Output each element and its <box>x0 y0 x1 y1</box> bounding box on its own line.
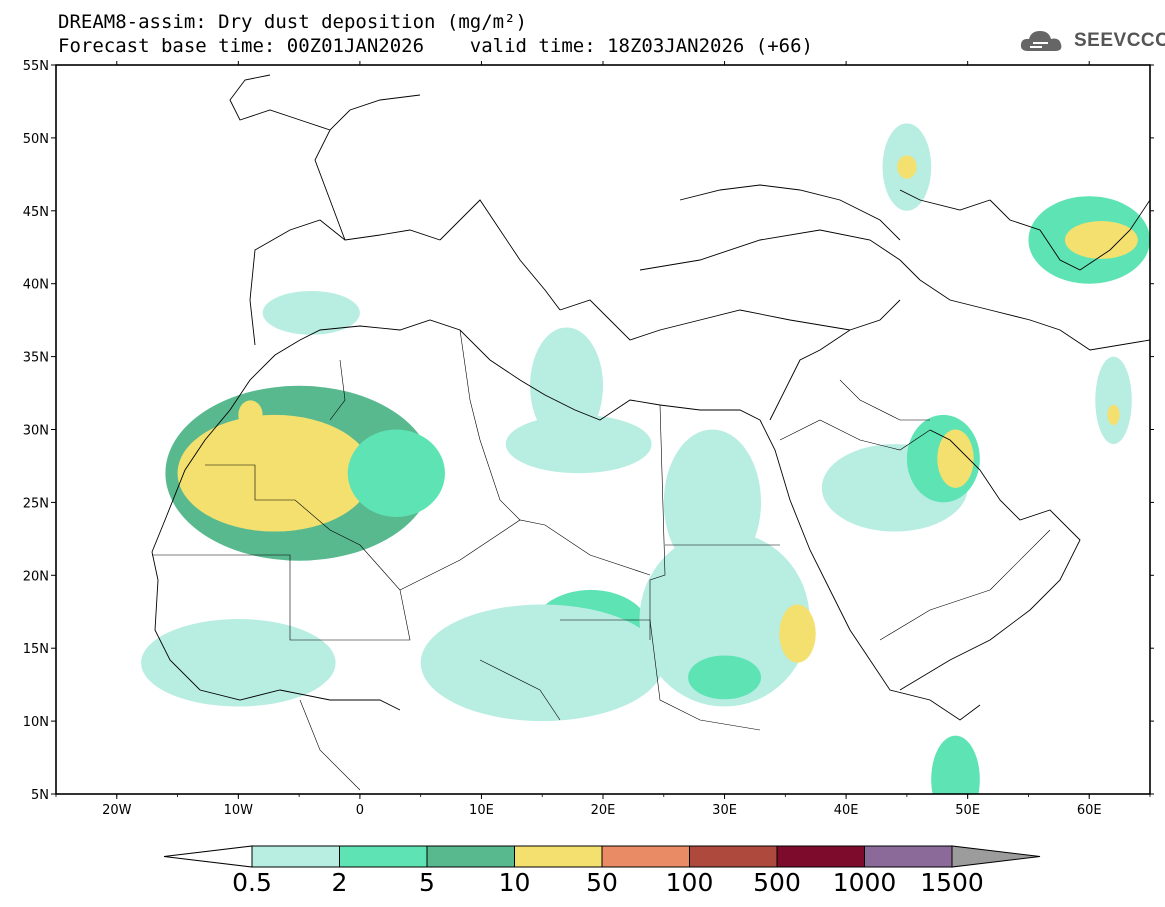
dust-region-mediterranean <box>530 327 603 445</box>
lat-tick-label: 55N <box>23 59 49 74</box>
colorbar-level-label: 50 <box>586 868 618 897</box>
seevccc-logo: SEEVCCC <box>1018 26 1165 56</box>
colorbar-segment <box>514 845 603 868</box>
lon-tick-label: 30E <box>712 803 737 818</box>
political-borders <box>152 329 1051 791</box>
logo-text: SEEVCCC <box>1074 30 1165 51</box>
dust-region-sudan-core <box>688 655 762 700</box>
chart-subtitle: Forecast base time: 00Z01JAN2026 valid t… <box>58 35 813 57</box>
dust-region-sahel-central <box>420 604 664 722</box>
lon-tick-label: 20E <box>591 803 616 818</box>
dust-region-iberia <box>262 290 360 335</box>
colorbar-level-label: 0.5 <box>232 868 272 897</box>
colorbar-segment <box>689 845 778 868</box>
dust-region-libya-coast <box>505 414 652 474</box>
dust-region-iran-east <box>1095 356 1132 445</box>
colorbar-over-triangle <box>951 845 1041 868</box>
colorbar-segment <box>426 845 515 868</box>
cloud-icon <box>1020 31 1062 51</box>
chart-title: DREAM8-assim: Dry dust deposition (mg/m²… <box>58 11 527 33</box>
dust-region-aral <box>1064 221 1138 259</box>
dust-region-egypt <box>663 429 762 576</box>
lat-tick-label: 30N <box>23 424 49 439</box>
lon-tick-label: 10W <box>224 803 254 818</box>
colorbar-segment <box>776 845 865 868</box>
dust-region-sahel-west <box>141 619 336 707</box>
longitude-axis: 20W 10W 0 10E 20E 30E 40E 50E 60E <box>55 61 1151 818</box>
lon-tick-label: 10E <box>469 803 494 818</box>
lat-tick-label: 25N <box>23 496 49 511</box>
latitude-axis: 55N 50N 45N 40N 35N 30N 25N 20N 15N 10N 5N <box>23 59 1154 803</box>
dust-region-ukraine-core <box>897 155 917 179</box>
lat-tick-label: 20N <box>23 569 49 584</box>
dust-region-algeria-east <box>347 429 445 517</box>
colorbar-level-label: 100 <box>665 868 714 897</box>
dust-region-somalia <box>931 735 980 794</box>
lon-tick-label: 40E <box>834 803 859 818</box>
lat-tick-label: 50N <box>23 132 49 147</box>
colorbar-segment <box>601 845 690 868</box>
lat-tick-label: 15N <box>23 642 49 657</box>
colorbar-under-triangle <box>163 845 253 868</box>
colorbar-level-label: 1500 <box>920 868 984 897</box>
colorbar-level-label: 5 <box>419 868 435 897</box>
lat-tick-label: 10N <box>23 715 49 730</box>
lon-tick-label: 20W <box>102 803 132 818</box>
lat-tick-label: 45N <box>23 205 49 220</box>
dust-region-ethiopia <box>779 604 816 663</box>
lon-tick-label: 0 <box>356 803 364 818</box>
dust-region-gulf <box>937 429 974 488</box>
colorbar-level-label: 10 <box>498 868 531 897</box>
colorbar-segment <box>339 845 428 868</box>
colorbar-level-label: 2 <box>331 868 348 897</box>
lon-tick-label: 50E <box>955 803 980 818</box>
colorbar-segment <box>864 845 953 868</box>
dust-region-west-sahara-core <box>177 414 373 532</box>
coastlines <box>151 74 1150 721</box>
dust-region-iran-east-core <box>1107 404 1120 426</box>
dust-field <box>141 123 1150 794</box>
colorbar-level-label: 500 <box>753 868 801 897</box>
colorbar-level-label: 1000 <box>832 868 897 897</box>
lat-tick-label: 35N <box>23 351 49 366</box>
dust-region-morocco-coast <box>238 400 263 430</box>
dust-region-sudan <box>639 531 810 707</box>
lon-tick-label: 60E <box>1077 803 1102 818</box>
colorbar-segment <box>251 845 340 868</box>
lat-tick-label: 5N <box>31 788 49 803</box>
lat-tick-label: 40N <box>23 278 49 293</box>
colorbar <box>163 845 1041 868</box>
